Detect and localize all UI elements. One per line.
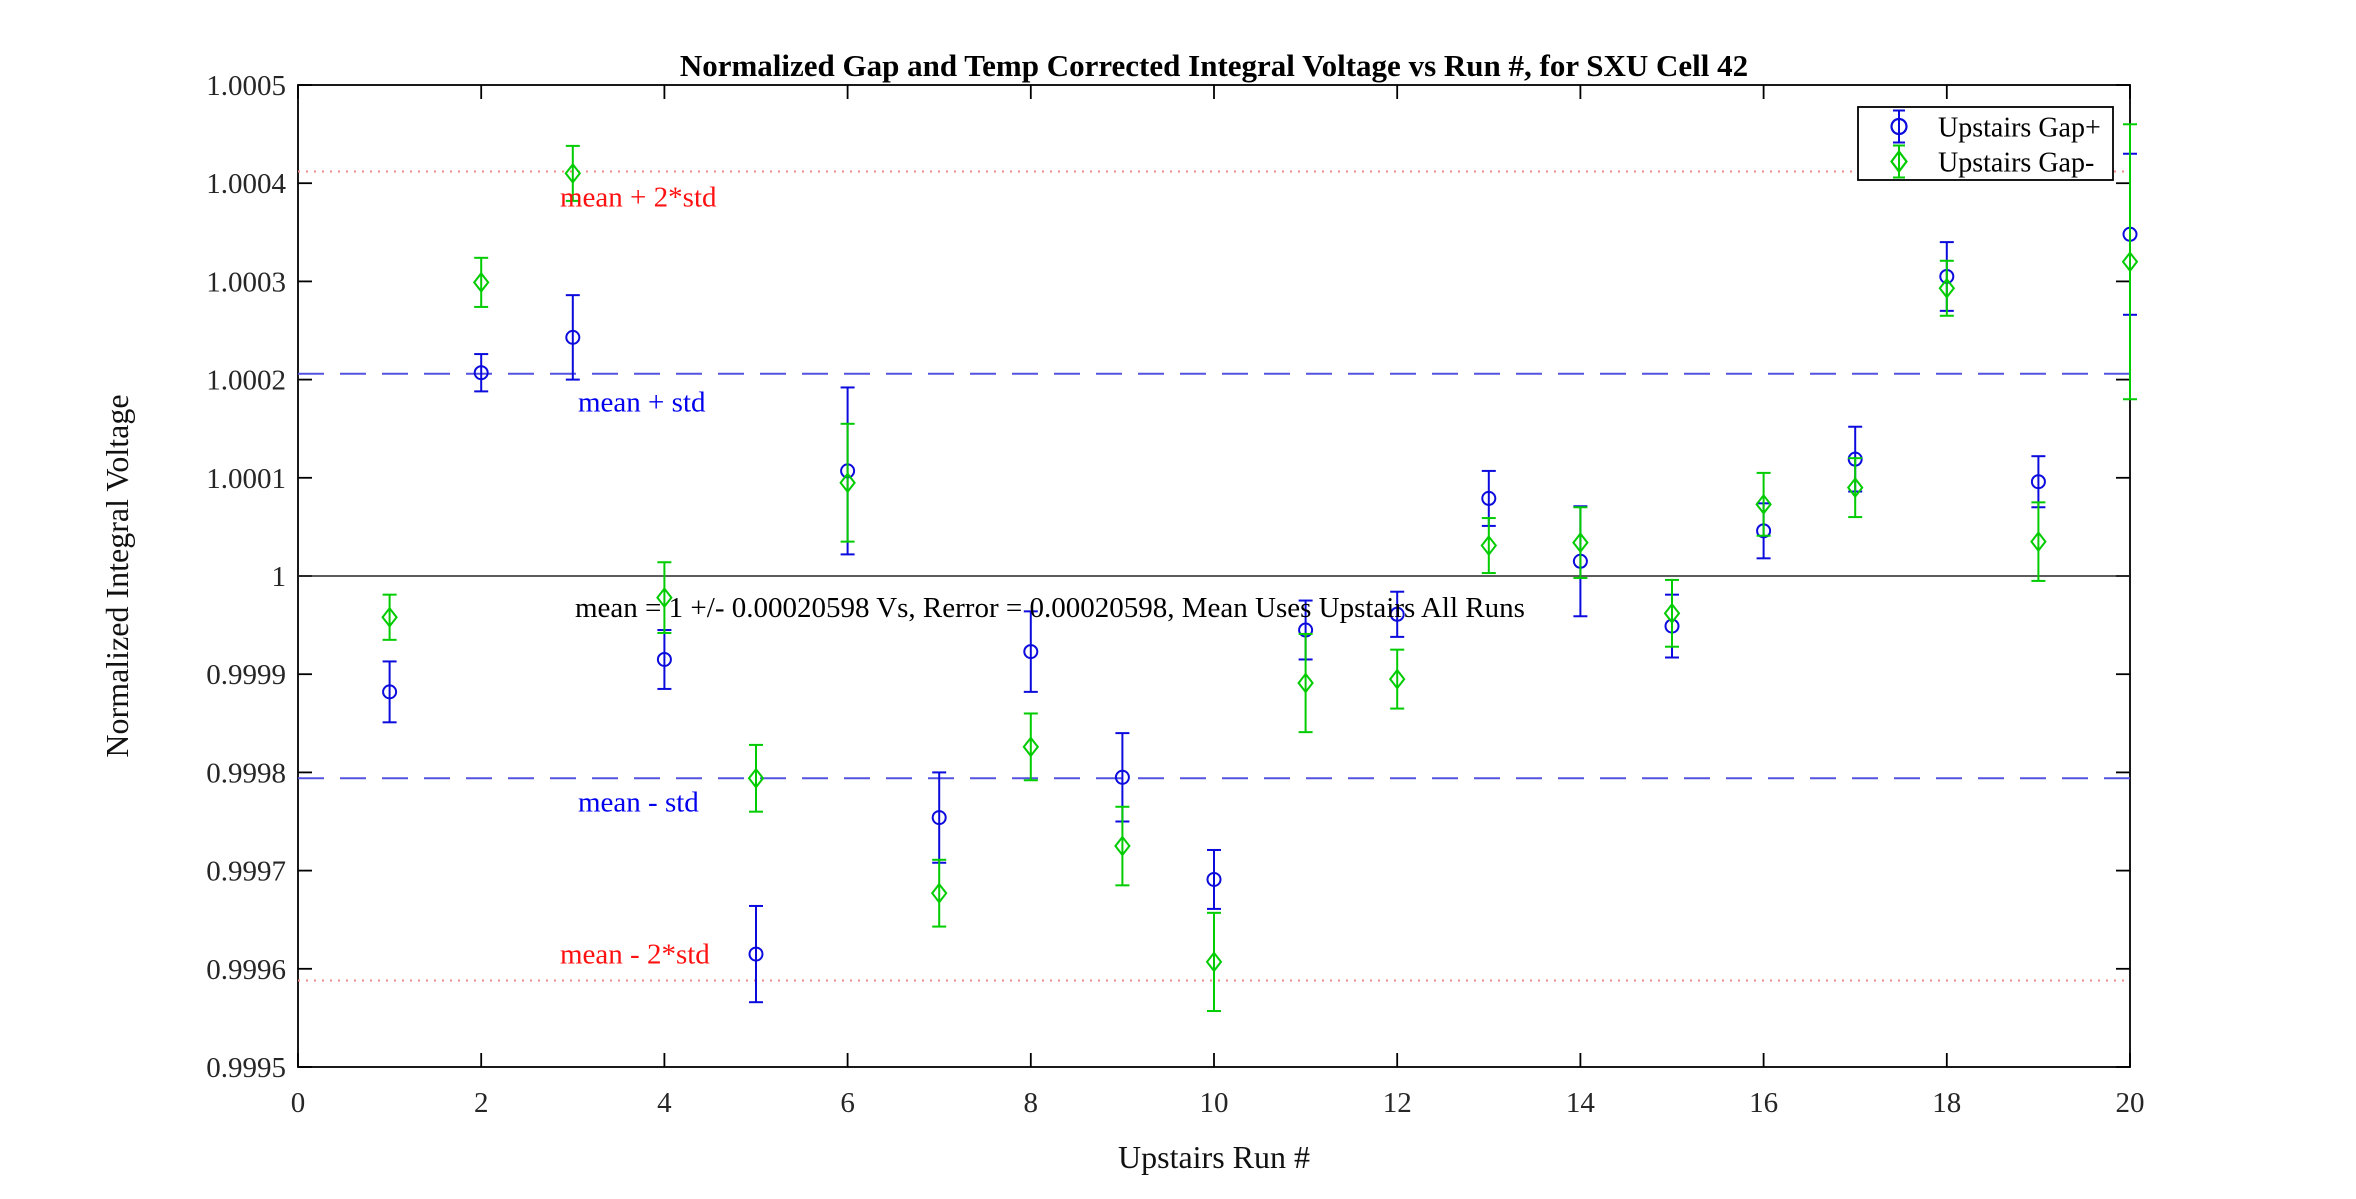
- gap-plus-marker: [382, 684, 398, 700]
- y-tick-label: 1.0002: [206, 365, 286, 397]
- gap-minus-marker: [1205, 951, 1223, 973]
- gap-minus-marker: [1480, 534, 1498, 557]
- gap-minus-marker: [839, 472, 856, 494]
- gap-minus-marker: [1846, 476, 1864, 499]
- y-tick-label: 0.9999: [206, 659, 286, 691]
- y-tick-label: 1.0005: [206, 70, 286, 102]
- y-tick-label: 1: [272, 561, 287, 593]
- series-gap-plus: [382, 152, 2138, 1004]
- gap-minus-marker: [747, 767, 765, 789]
- gap-minus-marker: [930, 882, 948, 904]
- chart-title: Normalized Gap and Temp Corrected Integr…: [680, 48, 1748, 83]
- mean-plus-std-label: mean + std: [578, 387, 706, 419]
- gap-plus-marker: [473, 365, 489, 381]
- gap-plus-marker: [1114, 769, 1130, 785]
- gap-plus-marker: [1481, 490, 1497, 506]
- legend-marker-gap-plus-icon: [1890, 109, 1908, 144]
- x-tick-label: 8: [1024, 1087, 1039, 1119]
- y-axis-label: Normalized Integral Voltage: [99, 394, 135, 757]
- gap-minus-marker: [1297, 672, 1314, 694]
- gap-plus-marker: [1389, 606, 1405, 622]
- gap-minus-marker: [1114, 835, 1131, 857]
- gap-minus-marker: [1022, 736, 1040, 758]
- gap-plus-marker: [656, 651, 672, 667]
- series-gap-minus: [381, 123, 2139, 1013]
- gap-minus-marker: [1755, 493, 1772, 515]
- x-tick-label: 6: [840, 1087, 855, 1119]
- gap-plus-marker: [1206, 871, 1222, 887]
- mean-plus-2std-label: mean + 2*std: [560, 181, 717, 213]
- y-tick-label: 0.9996: [206, 954, 286, 986]
- gap-plus-marker: [565, 329, 581, 345]
- data-series: [381, 123, 2139, 1013]
- y-tick-label: 1.0001: [206, 463, 286, 495]
- x-tick-label: 0: [291, 1087, 306, 1119]
- y-tick-label: 0.9998: [206, 757, 286, 789]
- gap-minus-marker: [2121, 251, 2139, 273]
- gap-plus-marker: [2030, 474, 2046, 490]
- legend-circle-icon: [1890, 117, 1908, 136]
- x-tick-label: 14: [1566, 1087, 1596, 1119]
- x-tick-label: 12: [1383, 1087, 1412, 1119]
- gap-minus-marker: [1388, 668, 1406, 690]
- legend: Upstairs Gap+ Upstairs Gap-: [1857, 106, 2114, 181]
- legend-label-gap-minus: Upstairs Gap-: [1938, 148, 2094, 179]
- y-tick-label: 0.9995: [206, 1052, 286, 1084]
- y-tick-label: 0.9997: [206, 856, 286, 888]
- gap-minus-marker: [1663, 602, 1681, 624]
- gap-minus-marker: [2030, 531, 2047, 553]
- gap-minus-marker: [472, 271, 490, 294]
- x-tick-label: 2: [474, 1087, 489, 1119]
- x-tick-label: 4: [657, 1087, 672, 1119]
- gap-plus-marker: [748, 946, 764, 962]
- gap-minus-marker: [1572, 531, 1589, 554]
- y-tick-label: 1.0004: [206, 168, 286, 200]
- legend-diamond-icon: [1890, 149, 1908, 174]
- gap-plus-marker: [931, 810, 947, 826]
- x-tick-label: 16: [1749, 1087, 1778, 1119]
- x-tick-label: 10: [1200, 1087, 1229, 1119]
- mean-annotation: mean = 1 +/- 0.00020598 Vs, Rerror = 0.0…: [575, 592, 1525, 624]
- x-tick-label: 20: [2116, 1087, 2145, 1119]
- x-axis-label: Upstairs Run #: [1118, 1139, 1310, 1175]
- gap-minus-marker: [564, 162, 582, 185]
- gap-minus-marker: [381, 606, 398, 628]
- gap-minus-marker: [1938, 277, 1956, 299]
- gap-plus-marker: [1023, 644, 1039, 660]
- legend-label-gap-plus: Upstairs Gap+: [1938, 113, 2101, 144]
- gap-minus-marker: [656, 586, 673, 609]
- mean-minus-std-label: mean - std: [578, 786, 699, 818]
- legend-marker-gap-minus-icon: [1890, 144, 1908, 179]
- x-tick-label: 18: [1932, 1087, 1961, 1119]
- y-tick-label: 1.0003: [206, 266, 286, 298]
- tick-labels: 0 2 4 6 8 10 12 14 16 18 20 0.9995 0.9996 0.9997 0.999…: [206, 70, 2144, 1119]
- mean-minus-2std-label: mean - 2*std: [560, 939, 710, 971]
- reference-lines: [298, 170, 2130, 982]
